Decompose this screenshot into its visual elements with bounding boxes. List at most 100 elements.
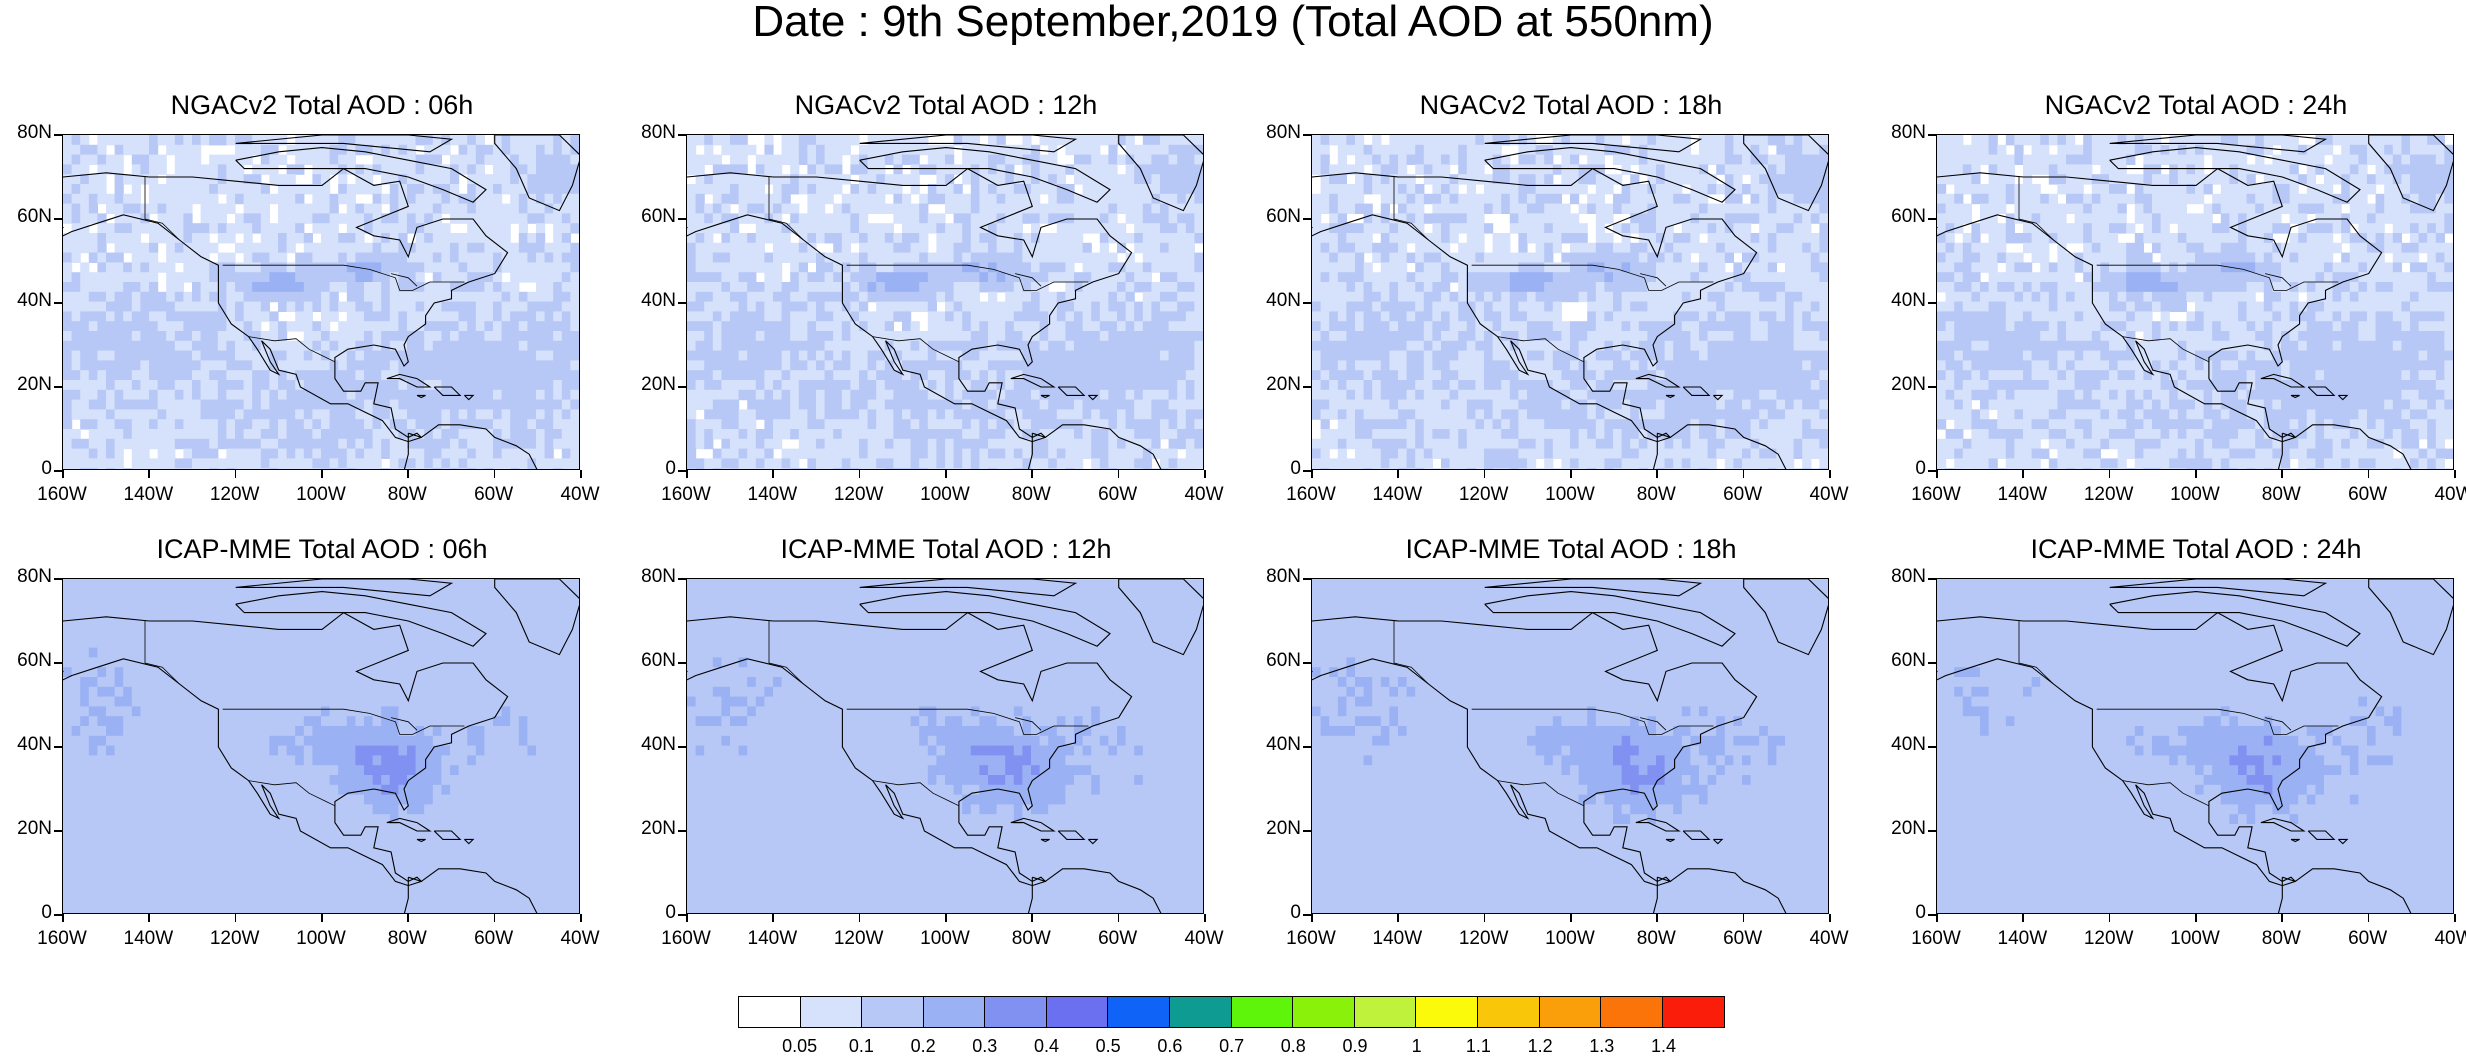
longitude-label: 120W <box>200 928 270 950</box>
longitude-tick <box>1829 914 1831 922</box>
longitude-tick <box>1484 914 1486 922</box>
latitude-tick <box>54 746 62 748</box>
longitude-label: 40W <box>1794 928 1864 950</box>
aod-map <box>1937 135 2454 470</box>
colorbar-label: 0.3 <box>955 1036 1015 1057</box>
latitude-label: 80N <box>616 122 676 144</box>
latitude-label: 80N <box>616 566 676 588</box>
latitude-label: 80N <box>1241 122 1301 144</box>
aod-map <box>63 135 580 470</box>
latitude-tick <box>54 302 62 304</box>
latitude-label: 60N <box>0 206 52 228</box>
latitude-label: 40N <box>1866 290 1926 312</box>
colorbar-label: 1.1 <box>1448 1036 1508 1057</box>
colorbar-swatch <box>801 997 863 1027</box>
latitude-tick <box>1928 218 1936 220</box>
panel-title: ICAP-MME Total AOD : 24h <box>1876 534 2466 564</box>
latitude-label: 20N <box>616 818 676 840</box>
latitude-label: 20N <box>1866 374 1926 396</box>
longitude-tick <box>2022 470 2024 478</box>
longitude-tick <box>1743 914 1745 922</box>
colorbar-swatch <box>1663 997 1725 1027</box>
longitude-label: 60W <box>1708 484 1778 506</box>
longitude-tick <box>407 914 409 922</box>
colorbar-swatch <box>1108 997 1170 1027</box>
longitude-tick <box>1656 914 1658 922</box>
colorbar-swatch <box>1047 997 1109 1027</box>
latitude-label: 20N <box>1241 818 1301 840</box>
aod-map <box>1312 579 1829 914</box>
colorbar-swatch <box>1170 997 1232 1027</box>
latitude-tick <box>1928 134 1936 136</box>
longitude-label: 80W <box>372 928 442 950</box>
panel-title: ICAP-MME Total AOD : 18h <box>1251 534 1891 564</box>
colorbar-swatch <box>739 997 801 1027</box>
longitude-label: 100W <box>286 484 356 506</box>
latitude-label: 20N <box>1866 818 1926 840</box>
longitude-label: 120W <box>824 484 894 506</box>
colorbar-swatch <box>924 997 986 1027</box>
colorbar-swatch <box>1232 997 1294 1027</box>
longitude-label: 100W <box>1535 928 1605 950</box>
longitude-label: 40W <box>1794 484 1864 506</box>
longitude-label: 160W <box>1901 484 1971 506</box>
latitude-tick <box>1303 470 1311 472</box>
longitude-tick <box>1656 470 1658 478</box>
colorbar-label: 0.9 <box>1325 1036 1385 1057</box>
latitude-label: 80N <box>0 122 52 144</box>
longitude-label: 100W <box>1535 484 1605 506</box>
longitude-tick <box>235 914 237 922</box>
longitude-tick <box>494 470 496 478</box>
longitude-label: 80W <box>996 928 1066 950</box>
colorbar-label: 0.4 <box>1017 1036 1077 1057</box>
latitude-tick <box>1928 914 1936 916</box>
colorbar-swatch <box>1416 997 1478 1027</box>
panel-title: NGACv2 Total AOD : 06h <box>2 90 642 120</box>
longitude-label: 140W <box>113 484 183 506</box>
aod-map <box>687 135 1204 470</box>
latitude-label: 40N <box>1866 734 1926 756</box>
longitude-tick <box>1484 470 1486 478</box>
latitude-tick <box>678 218 686 220</box>
longitude-tick <box>772 914 774 922</box>
longitude-label: 60W <box>1083 484 1153 506</box>
longitude-label: 140W <box>1987 484 2057 506</box>
colorbar-label: 1.4 <box>1634 1036 1694 1057</box>
colorbar-swatch <box>1601 997 1663 1027</box>
longitude-tick <box>1204 470 1206 478</box>
latitude-tick <box>678 386 686 388</box>
latitude-tick <box>678 578 686 580</box>
longitude-tick <box>1031 470 1033 478</box>
latitude-label: 80N <box>0 566 52 588</box>
longitude-label: 100W <box>910 484 980 506</box>
latitude-tick <box>678 830 686 832</box>
latitude-label: 20N <box>1241 374 1301 396</box>
aod-map <box>687 579 1204 914</box>
latitude-tick <box>1303 830 1311 832</box>
latitude-label: 0 <box>1866 458 1926 480</box>
latitude-tick <box>54 470 62 472</box>
colorbar-swatch <box>1355 997 1417 1027</box>
longitude-tick <box>2281 470 2283 478</box>
latitude-label: 0 <box>0 458 52 480</box>
latitude-tick <box>1928 386 1936 388</box>
latitude-tick <box>1303 578 1311 580</box>
latitude-label: 0 <box>616 458 676 480</box>
map-plot-area <box>62 578 580 914</box>
longitude-label: 160W <box>1901 928 1971 950</box>
longitude-tick <box>945 914 947 922</box>
longitude-tick <box>1936 470 1938 478</box>
colorbar-label: 1 <box>1387 1036 1447 1057</box>
longitude-label: 140W <box>1987 928 2057 950</box>
latitude-label: 60N <box>0 650 52 672</box>
colorbar-label: 0.6 <box>1140 1036 1200 1057</box>
colorbar-swatch <box>862 997 924 1027</box>
latitude-tick <box>678 134 686 136</box>
latitude-tick <box>54 578 62 580</box>
latitude-label: 40N <box>0 734 52 756</box>
longitude-tick <box>1570 914 1572 922</box>
latitude-label: 80N <box>1241 566 1301 588</box>
longitude-label: 160W <box>27 928 97 950</box>
panel-title: NGACv2 Total AOD : 18h <box>1251 90 1891 120</box>
longitude-label: 80W <box>2246 484 2316 506</box>
